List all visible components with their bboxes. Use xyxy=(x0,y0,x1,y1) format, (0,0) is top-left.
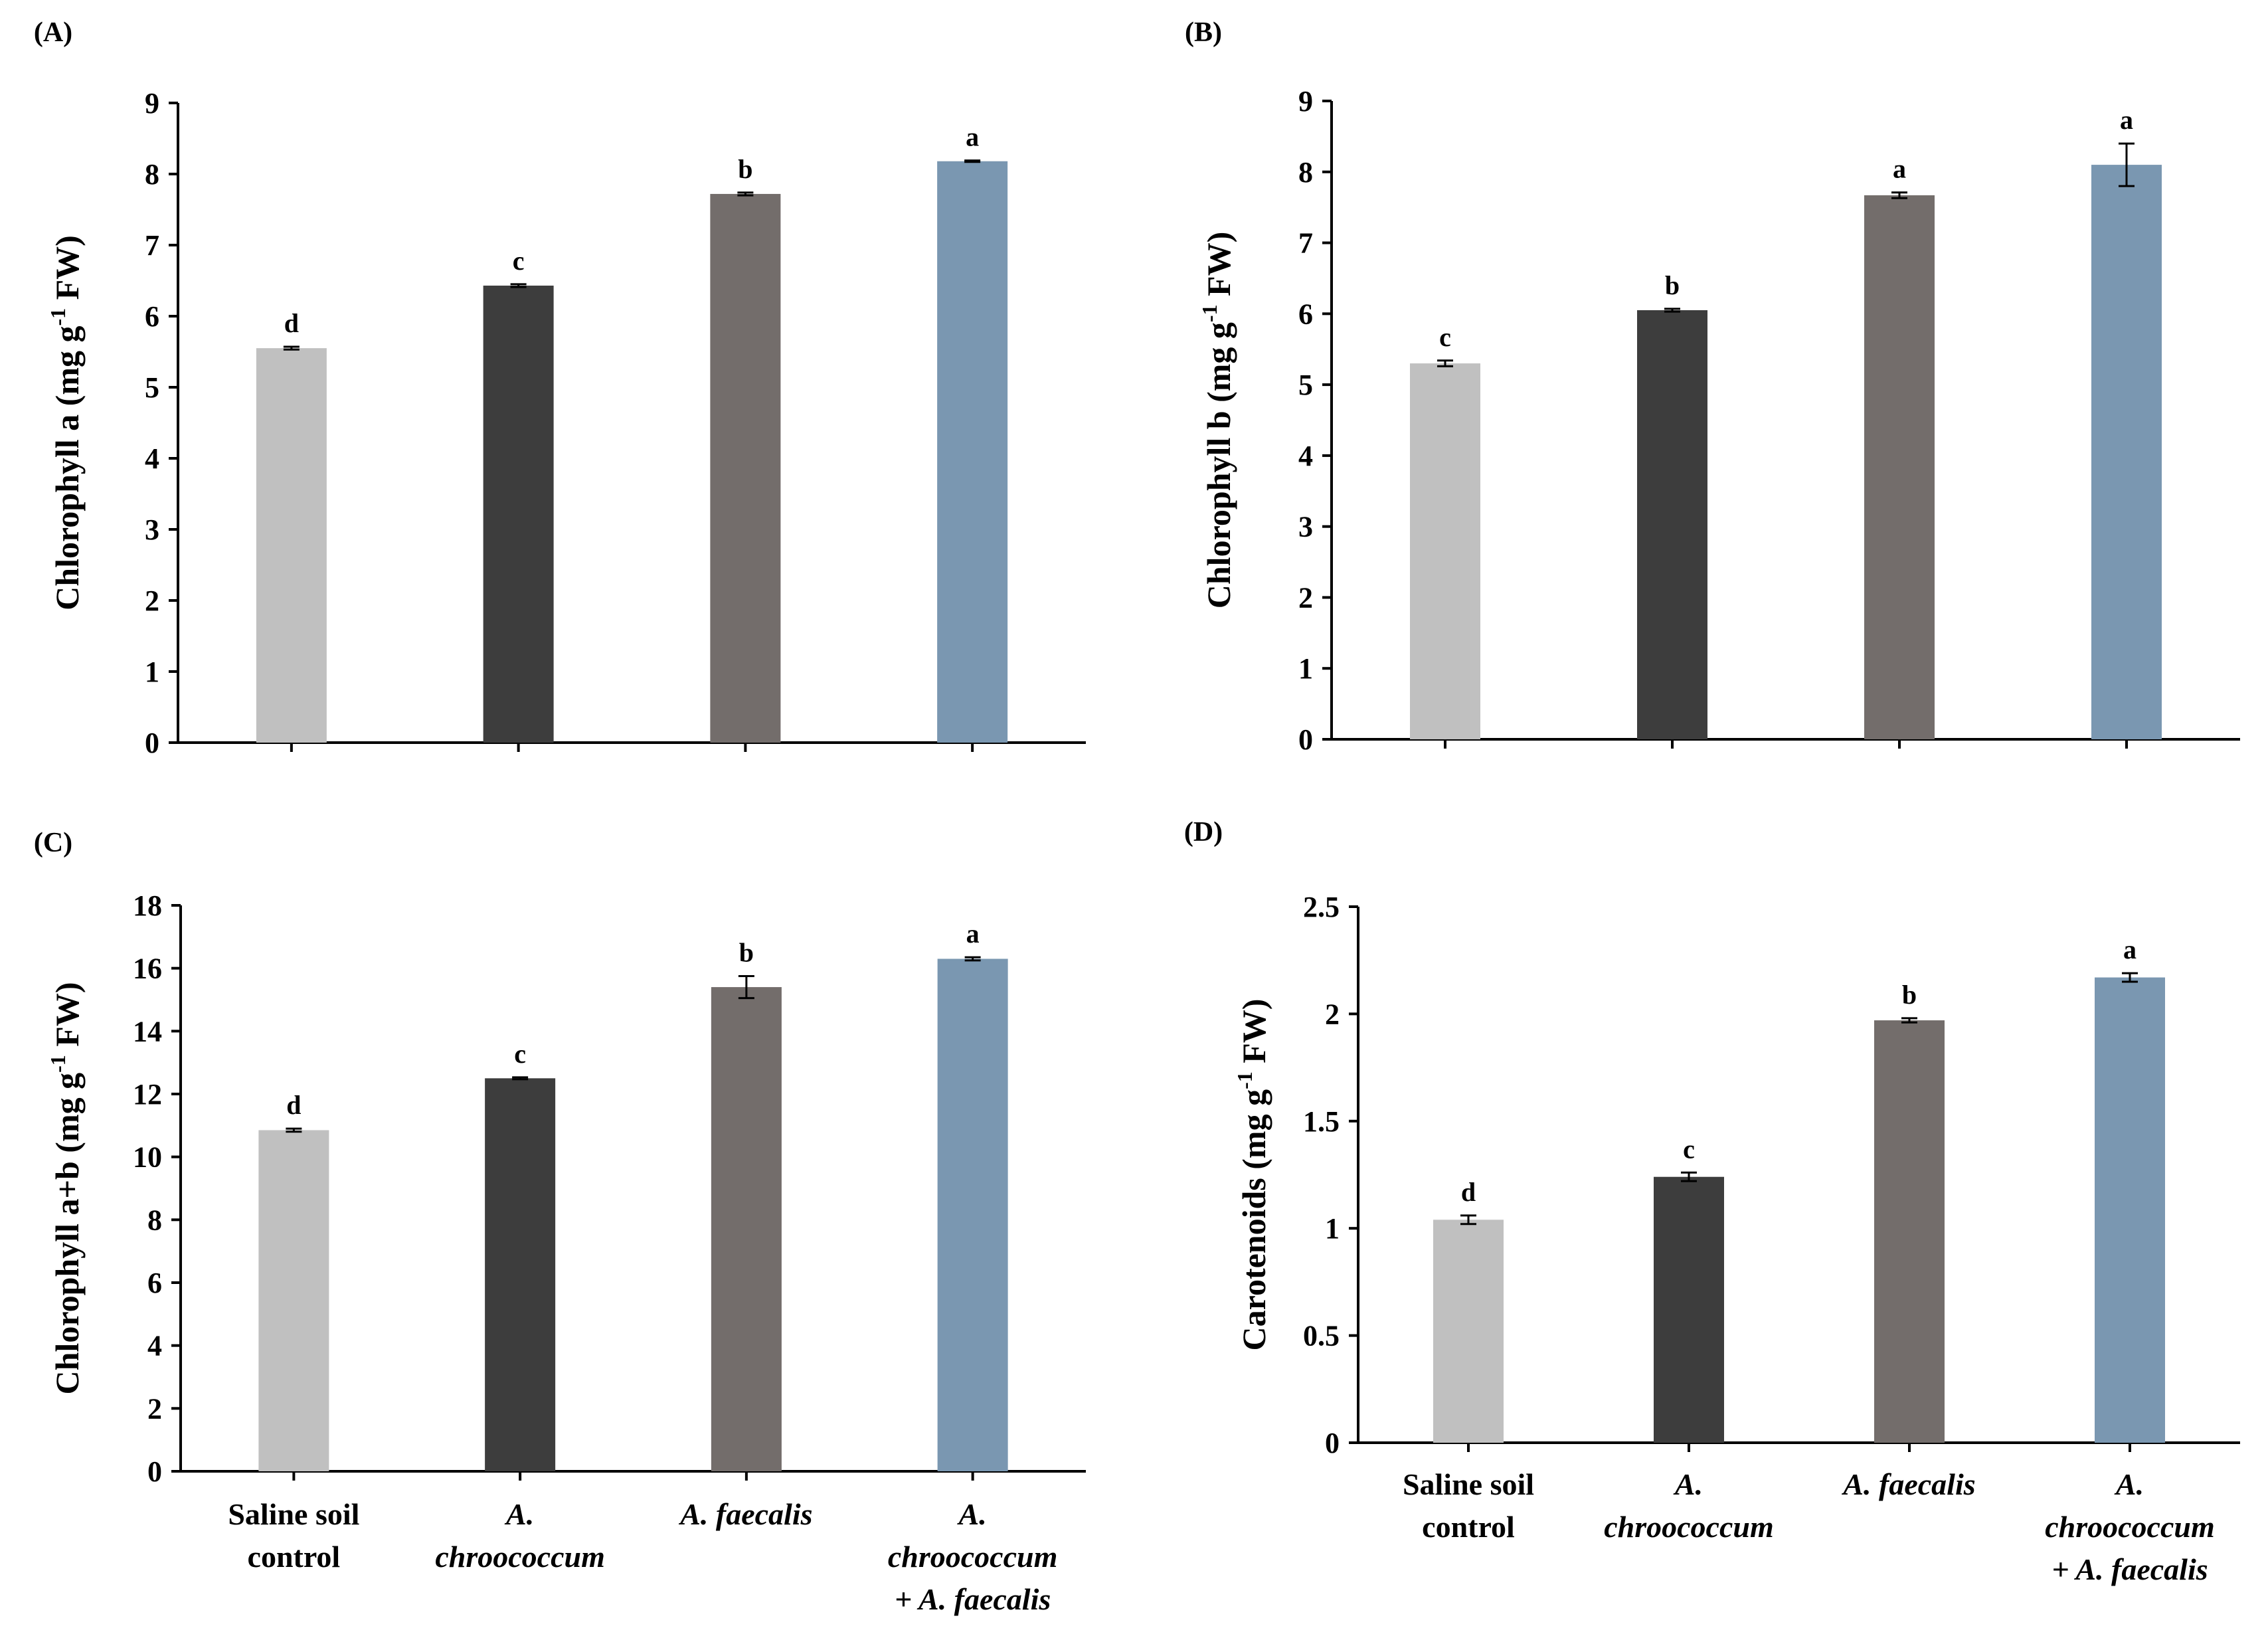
y-tick-label: 7 xyxy=(1298,227,1313,260)
y-tick-label: 14 xyxy=(133,1015,162,1048)
category-label: A. chroococcum xyxy=(1604,1467,1774,1544)
chart-panel-a: (A) 0 1 2 3 4 5 6 7 8 9 Chlorophyll a (mg g-1 FW) d c… xyxy=(34,17,1086,759)
y-tick-label: 9 xyxy=(1298,85,1313,118)
category-label: A. chroococcum xyxy=(435,1497,605,1574)
panel-label: (C) xyxy=(34,828,72,858)
significance-label: a xyxy=(966,122,979,152)
category-label: Saline soil control xyxy=(1403,1467,1534,1544)
bar xyxy=(2091,165,2162,740)
bar xyxy=(1654,1176,1724,1443)
bar xyxy=(1433,1220,1504,1443)
significance-label: d xyxy=(286,1090,301,1120)
bar xyxy=(1410,363,1480,739)
y-tick-label: 1 xyxy=(1325,1212,1340,1245)
bar xyxy=(1864,195,1935,740)
y-axis-title: Chlorophyll a (mg g-1 FW) xyxy=(46,235,86,610)
bar xyxy=(711,987,782,1471)
y-tick-label: 8 xyxy=(147,1204,162,1236)
y-tick-label: 18 xyxy=(133,889,162,922)
panel-label: (B) xyxy=(1185,17,1222,48)
y-tick-label: 8 xyxy=(145,158,159,191)
significance-label: c xyxy=(514,1039,526,1069)
y-tick-label: 4 xyxy=(1298,440,1313,472)
y-tick-label: 2 xyxy=(1325,998,1340,1030)
significance-label: a xyxy=(2123,935,2137,964)
y-tick-label: 7 xyxy=(145,229,159,262)
y-tick-label: 1.5 xyxy=(1303,1105,1340,1138)
panel-label: (D) xyxy=(1184,817,1223,848)
y-tick-label: 8 xyxy=(1298,156,1313,189)
bar xyxy=(1637,310,1707,739)
y-tick-label: 6 xyxy=(1298,298,1313,330)
bar xyxy=(258,1130,329,1471)
y-tick-label: 2 xyxy=(147,1392,162,1425)
significance-label: c xyxy=(1439,322,1451,352)
y-tick-label: 1 xyxy=(145,656,159,688)
significance-label: b xyxy=(739,938,754,968)
y-axis-title: Chlorophyll a+b (mg g-1 FW) xyxy=(46,982,86,1395)
y-tick-label: 3 xyxy=(1298,511,1313,543)
significance-label: a xyxy=(2120,105,2133,135)
y-tick-label: 5 xyxy=(1298,369,1313,401)
bar xyxy=(1874,1020,1945,1443)
bar xyxy=(937,161,1008,743)
significance-label: c xyxy=(513,246,525,276)
y-tick-label: 6 xyxy=(147,1267,162,1299)
significance-label: b xyxy=(1665,270,1680,300)
y-tick-label: 16 xyxy=(133,953,162,985)
y-tick-label: 3 xyxy=(145,513,159,546)
y-axis-title: Carotenoids (mg g-1 FW) xyxy=(1233,999,1272,1351)
category-label: A. faecalis xyxy=(1841,1467,1975,1501)
y-tick-label: 2 xyxy=(145,585,159,617)
chart-panel-d: (D) 0 0.5 1 1.5 2 2.5 Carotenoids (mg g-1 FW) d c… xyxy=(1184,817,2240,1586)
y-tick-label: 0 xyxy=(1298,723,1313,756)
y-tick-label: 10 xyxy=(133,1141,162,1174)
y-tick-label: 5 xyxy=(145,371,159,404)
significance-label: a xyxy=(966,919,980,949)
chart-panel-b: (B) 0 1 2 3 4 5 6 7 8 9 Chlorophyll b (mg g-1 FW) c b… xyxy=(1185,17,2240,756)
category-label: Saline soil control xyxy=(228,1497,359,1574)
y-tick-label: 0.5 xyxy=(1303,1320,1340,1352)
significance-label: b xyxy=(738,154,752,184)
significance-label: d xyxy=(1461,1177,1476,1207)
significance-label: b xyxy=(1902,980,1917,1010)
bar xyxy=(256,348,327,743)
y-tick-label: 12 xyxy=(133,1078,162,1111)
bar xyxy=(2095,977,2165,1443)
category-label: A. faecalis xyxy=(678,1497,812,1531)
significance-label: c xyxy=(1683,1134,1695,1164)
bar xyxy=(710,193,781,743)
panel-label: (A) xyxy=(34,17,72,48)
bar xyxy=(485,1078,556,1471)
bar xyxy=(483,285,554,743)
y-tick-label: 4 xyxy=(145,442,159,475)
y-tick-label: 2 xyxy=(1298,581,1313,614)
y-tick-label: 1 xyxy=(1298,652,1313,685)
y-tick-label: 0 xyxy=(1325,1427,1340,1459)
significance-label: a xyxy=(1893,154,1906,184)
y-tick-label: 9 xyxy=(145,87,159,120)
y-tick-label: 2.5 xyxy=(1303,891,1340,923)
significance-label: d xyxy=(284,308,299,338)
y-tick-label: 6 xyxy=(145,300,159,333)
category-label: A. chroococcum + A. faecalis xyxy=(2045,1467,2215,1586)
category-label: A. chroococcum + A. faecalis xyxy=(888,1497,1058,1616)
bar xyxy=(937,958,1008,1471)
y-axis-title: Chlorophyll b (mg g-1 FW) xyxy=(1197,232,1237,608)
y-tick-label: 0 xyxy=(145,727,159,759)
y-tick-label: 4 xyxy=(147,1330,162,1362)
y-tick-label: 0 xyxy=(147,1455,162,1488)
chart-panel-c: (C) 0 2 4 6 8 10 12 14 16 18 Chlorophyll a+b (mg g-… xyxy=(34,828,1086,1616)
